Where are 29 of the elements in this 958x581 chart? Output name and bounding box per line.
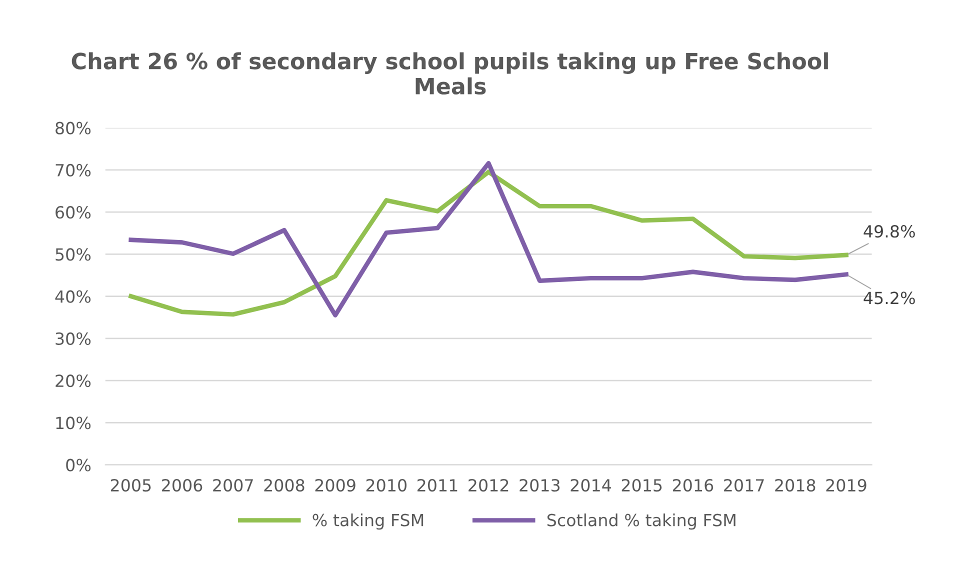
data-label: 45.2% bbox=[864, 292, 915, 304]
y-tick-label: 10% bbox=[56, 416, 91, 430]
x-tick-label: 2012 bbox=[468, 478, 508, 492]
y-tick-label: 60% bbox=[56, 206, 91, 219]
x-tick-label: 2011 bbox=[418, 478, 458, 492]
x-tick-label: 2019 bbox=[826, 478, 866, 492]
x-tick-label: 2010 bbox=[366, 478, 406, 492]
legend-label: Scotland % taking FSM bbox=[547, 514, 736, 530]
y-tick-label: 0% bbox=[66, 458, 91, 472]
x-tick-label: 2008 bbox=[264, 478, 304, 492]
x-tick-label: 2018 bbox=[775, 478, 816, 492]
chart-title: Chart 26 % of secondary school pupils taking up Free School Meals bbox=[72, 52, 828, 95]
x-tick-label: 2006 bbox=[162, 478, 202, 492]
y-tick-label: 30% bbox=[56, 332, 91, 345]
x-tick-label: 2009 bbox=[315, 478, 356, 492]
x-tick-label: 2016 bbox=[672, 478, 714, 492]
x-tick-label: 2017 bbox=[724, 478, 764, 492]
legend-label: % taking FSM bbox=[312, 514, 424, 530]
x-tick-label: 2005 bbox=[110, 478, 151, 492]
y-tick-label: 70% bbox=[56, 164, 91, 177]
x-tick-label: 2015 bbox=[622, 478, 662, 492]
x-tick-label: 2007 bbox=[213, 478, 253, 492]
x-tick-label: 2014 bbox=[570, 478, 612, 492]
y-tick-label: 50% bbox=[56, 248, 91, 261]
x-tick-label: 2013 bbox=[520, 478, 560, 492]
data-label: 49.8% bbox=[864, 225, 915, 238]
y-tick-label: 80% bbox=[56, 122, 91, 134]
y-tick-label: 20% bbox=[56, 374, 91, 388]
y-tick-label: 40% bbox=[55, 290, 91, 303]
